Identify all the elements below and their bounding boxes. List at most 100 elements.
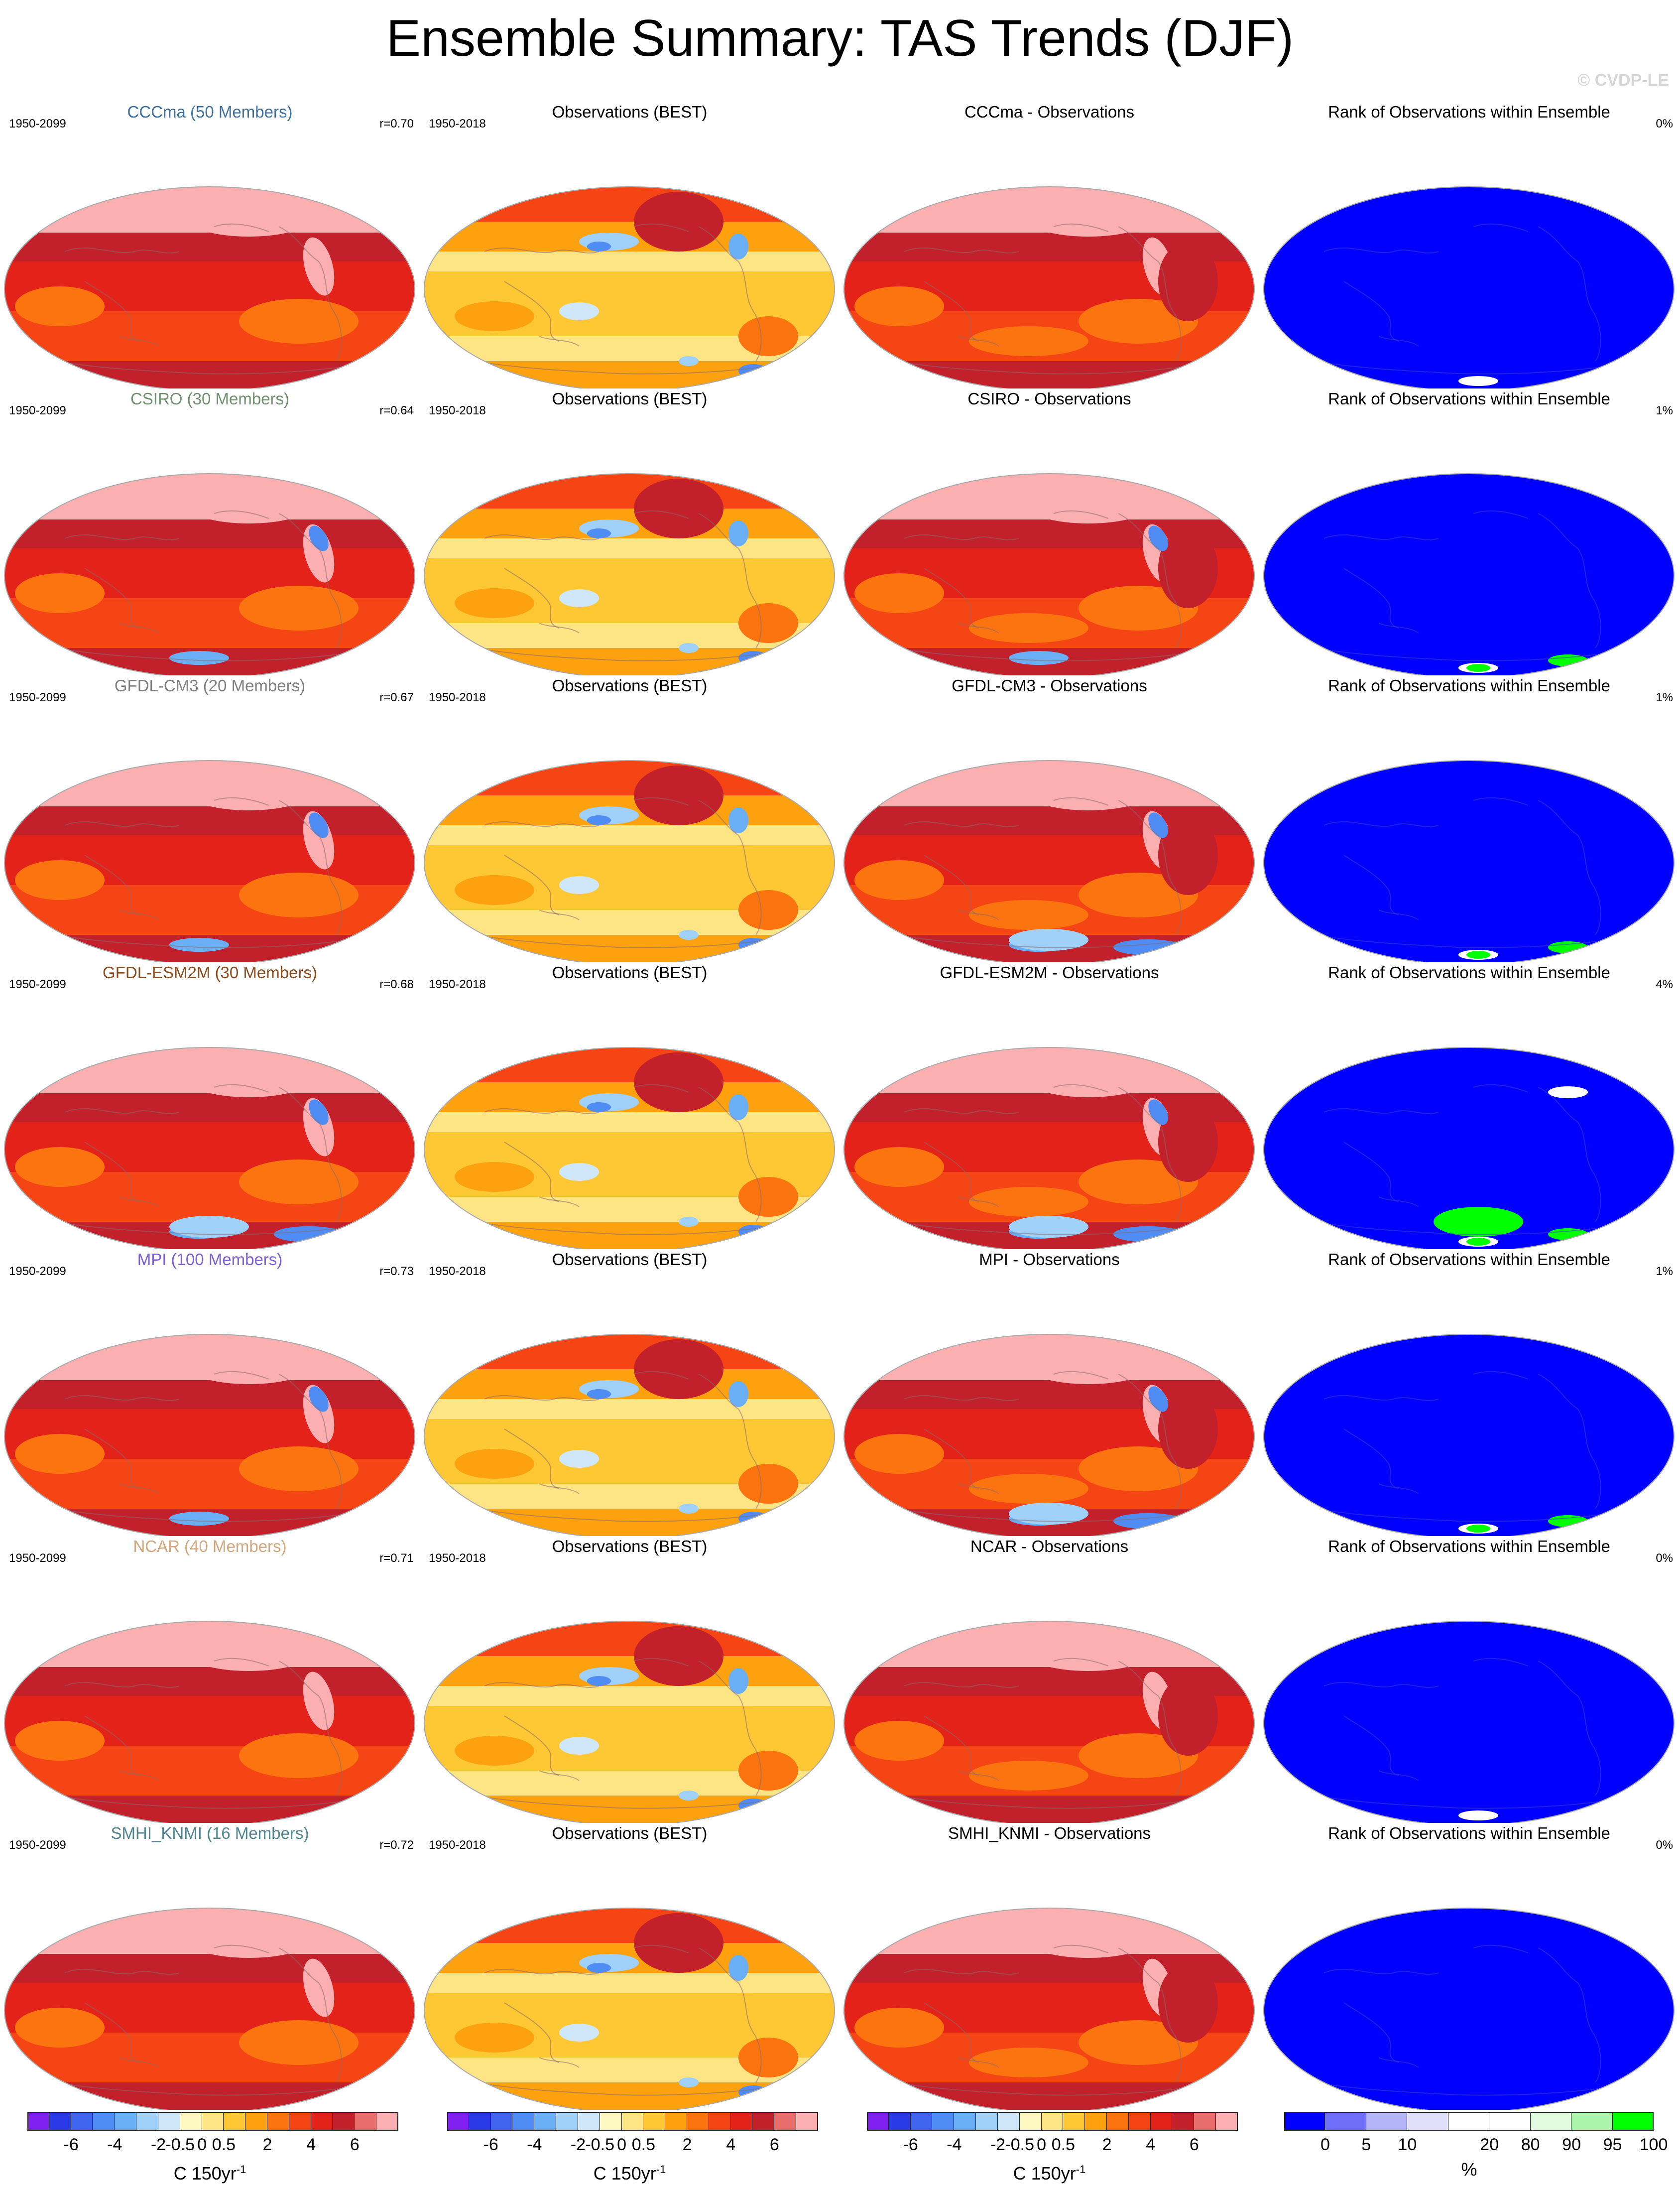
model-panel: MPI (100 Members) 1950-2099 r=0.73 [0,1250,420,1536]
colorbar-swatch [469,2112,491,2131]
colorbar-swatch [910,2112,933,2131]
model-panel-title: GFDL-CM3 (20 Members) [114,676,306,695]
colorbar-swatch [643,2112,666,2131]
model-panel-map [4,1334,415,1536]
rank-panel-rank-percent: 1% [1656,691,1673,704]
model-panel-period: 1950-2099 [9,1551,66,1565]
colorbar-swatch [1106,2112,1129,2131]
colorbar-tick-label: -2 [150,2135,166,2154]
rank-panel-map [1263,473,1675,675]
rank-panel-2-outline [1263,760,1675,962]
model-panel-title: CSIRO (30 Members) [130,389,290,408]
difference-panel-map [843,1621,1255,1823]
model-panel-map [4,473,415,675]
difference-panel-4-field [844,1334,1254,1536]
observation-panel-title: Observations (BEST) [552,103,708,121]
observation-panel-map [424,473,835,675]
colorbar-swatch [1172,2112,1195,2131]
colorbar-difference-trend: -6 -4 -2 -0.5 0 0.5 2 4 6 C 150yr-1 [840,2112,1259,2187]
observation-panel-title: Observations (BEST) [552,1824,708,1842]
colorbar-swatch [447,2112,469,2131]
colorbar-swatch [997,2112,1020,2131]
colorbar-swatch [1216,2112,1238,2131]
rank-panel-2-field [1264,761,1674,962]
difference-panel-title: CSIRO - Observations [967,389,1131,408]
colorbar-swatch [578,2112,600,2131]
colorbar-tick-label: 2 [262,2135,272,2154]
difference-panel-5-field [844,1621,1254,1823]
colorbar-swatch [867,2112,889,2131]
colorbar-swatch [1407,2112,1448,2131]
difference-panel-map [843,760,1255,962]
colorbar-rank: 0 5 10 20 80 90 95 100% [1259,2112,1679,2187]
colorbar-tick-label: 80 [1521,2135,1540,2154]
observation-panel: Observations (BEST) 1950-2018 [420,1823,840,2110]
rank-panel: Rank of Observations within Ensemble 0% [1259,102,1679,388]
difference-panel-0-outline [843,186,1255,388]
colorbar-tick-label: 6 [350,2135,360,2154]
colorbar-swatch [1284,2112,1325,2131]
rank-panel-0-field [1264,187,1674,388]
observation-panel-map [424,1908,835,2110]
difference-panel-3-outline [843,1047,1255,1249]
colorbar-swatch [1063,2112,1085,2131]
colorbar-frame [1284,2112,1654,2131]
colorbar-swatch [136,2112,158,2131]
rank-panel-map [1263,186,1675,388]
model-panel-5-field [4,1621,415,1823]
difference-panel-map [843,1047,1255,1249]
colorbar-swatch [1489,2112,1531,2131]
observation-panel-title: Observations (BEST) [552,389,708,408]
rank-panel-5-outline [1263,1621,1675,1823]
colorbar-tick-label: -4 [527,2135,542,2154]
model-panel-map [4,1908,415,2110]
colorbar-swatch [752,2112,775,2131]
observation-panel-3-outline [424,1047,835,1249]
colorbar-swatch [774,2112,796,2131]
observation-panel-0-field [424,187,835,388]
colorbar-swatch [687,2112,709,2131]
colorbar-tick-label: 4 [726,2135,736,2154]
rank-panel-3-outline [1263,1047,1675,1249]
model-panel-correlation: r=0.64 [379,404,414,417]
colorbar-swatch [180,2112,202,2131]
colorbar-swatch [1041,2112,1064,2131]
rank-panel-map [1263,1621,1675,1823]
difference-panel: NCAR - Observations [840,1537,1259,1823]
colorbar-swatch [245,2112,267,2131]
difference-panel-title: CCCma - Observations [964,103,1135,121]
colorbar-swatch [202,2112,224,2131]
observation-panel-6-field [424,1908,835,2110]
model-panel-correlation: r=0.71 [379,1551,414,1565]
model-panel-1-field [4,474,415,675]
colorbar-swatch [333,2112,355,2131]
colorbar-tick-label: 6 [769,2135,779,2154]
difference-panel-title: GFDL-ESM2M - Observations [940,963,1159,982]
colorbar-tick-label: -2 [570,2135,586,2154]
observation-panel-0-outline [424,186,835,388]
colorbar-swatch [71,2112,93,2131]
observation-panel-period: 1950-2018 [429,1838,486,1852]
colorbar-swatches [447,2112,818,2131]
rank-panel-rank-percent: 0% [1656,1838,1673,1852]
difference-panel-title: SMHI_KNMI - Observations [948,1824,1151,1842]
difference-panel-title: NCAR - Observations [970,1537,1129,1555]
model-panel-correlation: r=0.70 [379,117,414,130]
colorbar-tick-label: 2 [682,2135,692,2154]
observation-panel-6-outline [424,1908,835,2110]
colorbar-tick-label: 95 [1603,2135,1622,2154]
colorbar-tick-label: -6 [903,2135,918,2154]
model-panel-4-field [4,1334,415,1536]
rank-panel-6-field [1264,1908,1674,2110]
rank-panel-title: Rank of Observations within Ensemble [1328,676,1610,695]
model-panel-title: MPI (100 Members) [137,1250,283,1269]
model-panel-correlation: r=0.68 [379,978,414,991]
observation-panel-4-outline [424,1334,835,1536]
observation-panel-1-outline [424,473,835,675]
colorbar-model-trend: -6 -4 -2 -0.5 0 0.5 2 4 6 C 150yr-1 [0,2112,420,2187]
model-panel: NCAR (40 Members) 1950-2099 r=0.71 [0,1537,420,1823]
observation-panel-title: Observations (BEST) [552,1537,708,1555]
colorbar-swatches [1284,2112,1654,2131]
colorbar-tick-label: 0 [1320,2135,1330,2154]
model-panel-6-outline [4,1908,415,2110]
